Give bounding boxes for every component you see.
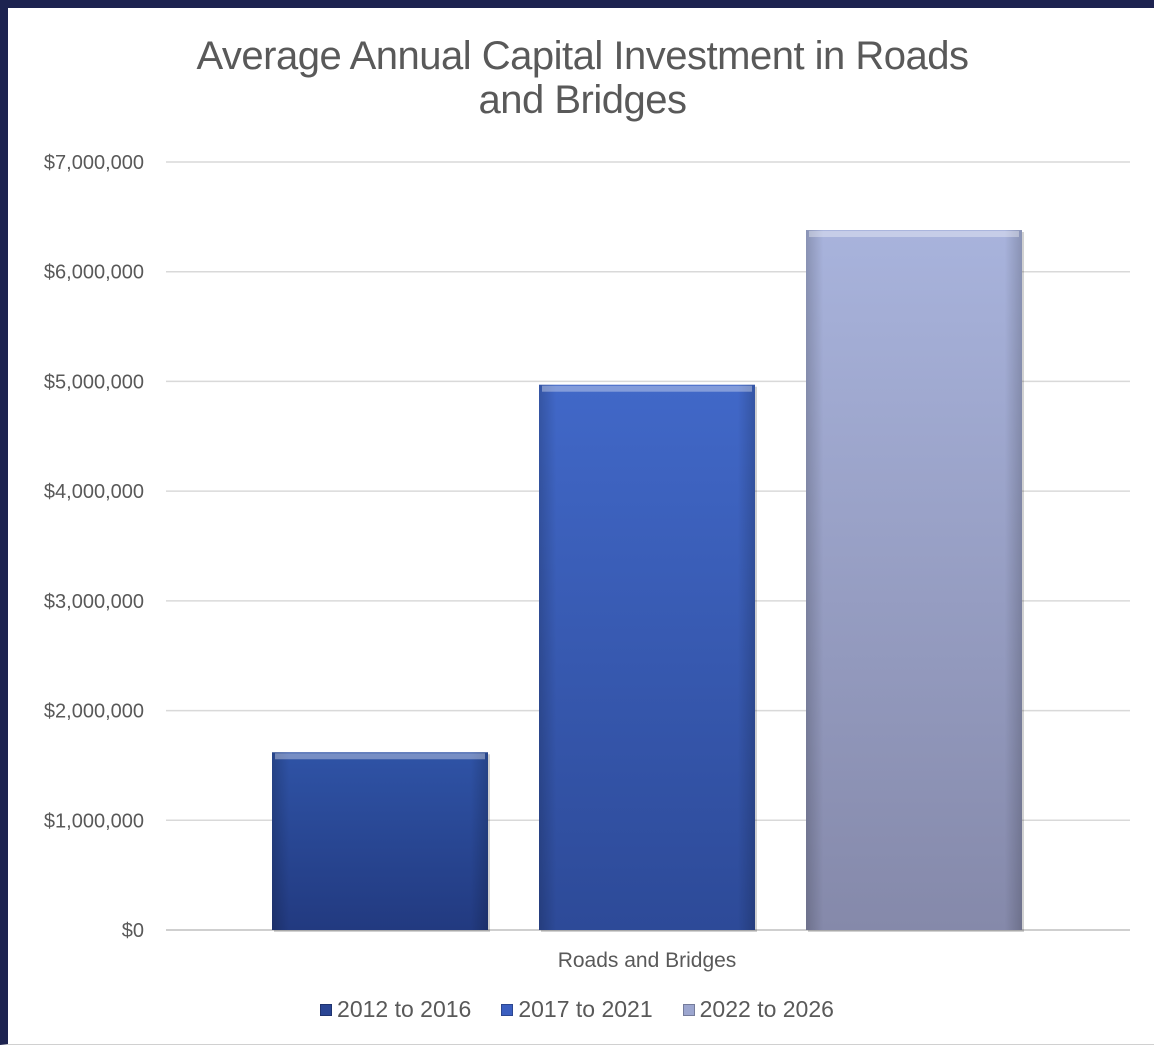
- y-tick-label: $7,000,000: [44, 152, 144, 174]
- y-tick-label: $2,000,000: [44, 701, 144, 723]
- legend-item: 2012 to 2016: [320, 996, 471, 1023]
- legend-label: 2012 to 2016: [337, 996, 472, 1022]
- y-tick-label: $5,000,000: [44, 371, 144, 393]
- y-tick-label: $4,000,000: [44, 481, 144, 503]
- legend-item: 2022 to 2026: [682, 996, 834, 1023]
- bars: [272, 230, 1024, 933]
- bar-2: [539, 384, 757, 933]
- chart-title: Average Annual Capital Investment in Roa…: [120, 34, 1045, 122]
- legend-swatch: [682, 1003, 695, 1016]
- y-tick-label: $3,000,000: [44, 591, 144, 613]
- y-tick-label: $6,000,000: [44, 262, 144, 284]
- y-tick-label: $1,000,000: [44, 810, 144, 832]
- legend-label: 2022 to 2026: [699, 996, 834, 1022]
- chart-title-line-2: and Bridges: [478, 78, 687, 122]
- legend-swatch: [320, 1003, 333, 1016]
- legend: 2012 to 2016 2017 to 2021 2022 to 2026: [0, 996, 1154, 1023]
- y-axis-tick-labels: $0 $1,000,000 $2,000,000 $3,000,000 $4,000,0…: [44, 152, 144, 942]
- legend-item: 2017 to 2021: [501, 996, 653, 1023]
- legend-swatch: [501, 1003, 514, 1016]
- y-tick-label: $0: [122, 920, 144, 942]
- bar-1: [272, 752, 490, 932]
- legend-label: 2017 to 2021: [518, 996, 653, 1022]
- x-category-label: Roads and Bridges: [558, 949, 737, 972]
- chart-title-line-1: Average Annual Capital Investment in Roa…: [196, 34, 969, 78]
- bar-3: [806, 230, 1024, 933]
- x-axis-category-labels: Roads and Bridges: [558, 949, 737, 972]
